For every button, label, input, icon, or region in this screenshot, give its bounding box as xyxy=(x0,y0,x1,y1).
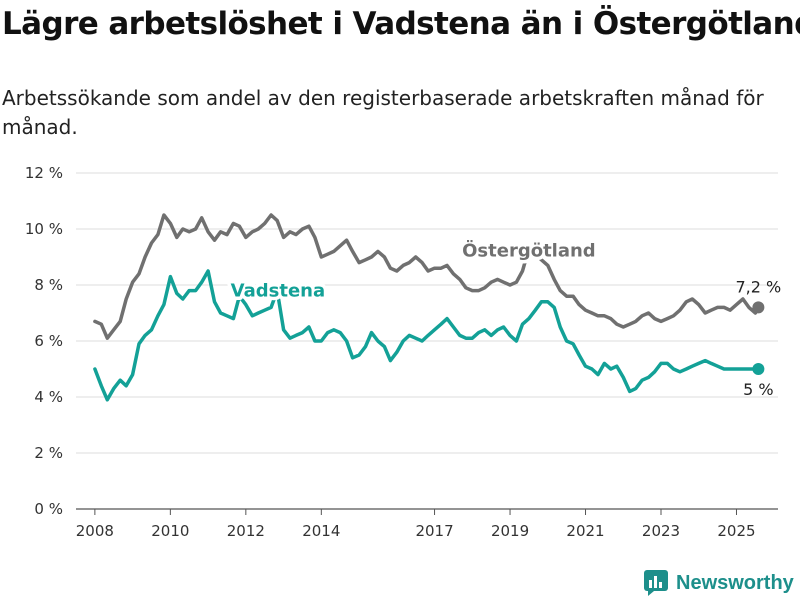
series-line-vadstena xyxy=(93,269,761,402)
x-tick-label: 2008 xyxy=(76,522,114,540)
x-tick-label: 2021 xyxy=(566,522,604,540)
y-tick-label: 8 % xyxy=(34,276,63,294)
y-tick-label: 10 % xyxy=(25,220,63,238)
series-lines xyxy=(93,213,765,402)
y-tick-label: 6 % xyxy=(34,332,63,350)
series-endpoint--sterg-tland xyxy=(752,301,765,314)
end-label-vadstena: 5 % xyxy=(743,380,773,399)
y-tick-label: 4 % xyxy=(34,388,63,406)
x-tick-label: 2014 xyxy=(302,522,340,540)
x-tick-label: 2017 xyxy=(415,522,453,540)
brand: Newsworthy xyxy=(644,569,794,597)
line-chart: 0 % 2 % 4 % 6 % 8 % 10 % 12 % 2008 2010 2012 2014… xyxy=(25,164,782,540)
chart-subtitle: Arbetssökande som andel av den registerb… xyxy=(2,86,764,139)
end-label-ostergotland: 7,2 % xyxy=(736,277,782,296)
chart-title: Lägre arbetslöshet i Vadstena än i Öster… xyxy=(2,6,800,42)
x-tick-label: 2010 xyxy=(151,522,189,540)
series-line--sterg-tland xyxy=(93,213,761,340)
series-label-ostergotland: Östergötland xyxy=(462,240,596,262)
y-tick-label: 0 % xyxy=(34,500,63,518)
y-axis-ticks: 0 % 2 % 4 % 6 % 8 % 10 % 12 % xyxy=(25,164,63,518)
series-labels: Östergötland Vadstena 7,2 % 5 % xyxy=(227,236,782,399)
gridlines xyxy=(76,172,778,510)
x-tick-label: 2025 xyxy=(717,522,755,540)
newsworthy-logo-icon xyxy=(644,570,668,596)
x-axis: 2008 2010 2012 2014 2017 2019 2021 2023 2025 xyxy=(76,509,756,540)
brand-name: Newsworthy xyxy=(676,571,794,594)
y-tick-label: 2 % xyxy=(34,444,63,462)
y-tick-label: 12 % xyxy=(25,164,63,182)
x-tick-label: 2019 xyxy=(491,522,529,540)
series-label-vadstena: Vadstena xyxy=(231,281,325,302)
x-tick-label: 2012 xyxy=(227,522,265,540)
series-endpoint-vadstena xyxy=(752,363,765,375)
x-tick-label: 2023 xyxy=(642,522,680,540)
